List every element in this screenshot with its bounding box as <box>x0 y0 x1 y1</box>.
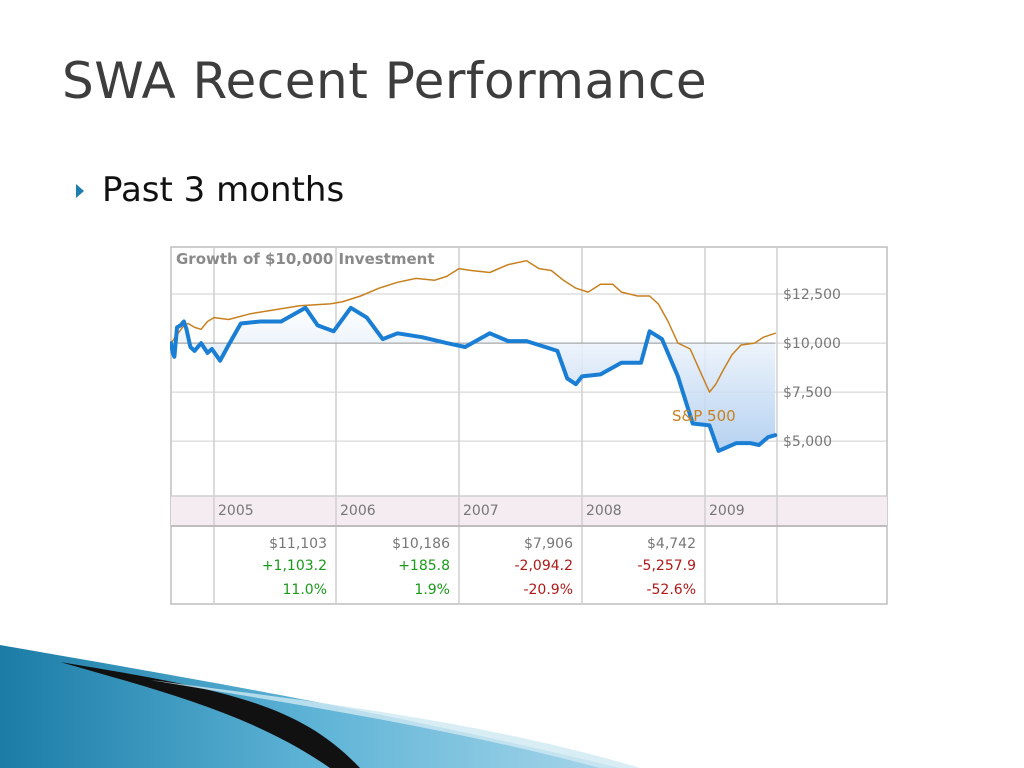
summary-change: -5,257.9 <box>638 558 697 574</box>
x-tick-label: 2005 <box>218 503 254 519</box>
decorative-wave-light <box>150 680 640 768</box>
bullet-arrow-icon <box>76 184 84 198</box>
bullet-text: Past 3 months <box>102 170 345 210</box>
series-line-swa <box>169 305 778 453</box>
y-tick-label: $12,500 <box>783 287 841 303</box>
year-band <box>171 496 887 526</box>
x-tick-label: 2009 <box>709 503 745 519</box>
summary-change: +1,103.2 <box>262 558 327 574</box>
y-tick-label: $10,000 <box>783 336 841 352</box>
summary-percent: 11.0% <box>283 582 327 598</box>
y-tick-label: $7,500 <box>783 385 832 401</box>
summary-percent: -52.6% <box>646 582 696 598</box>
chart-title: Growth of $10,000 Investment <box>176 250 435 268</box>
growth-chart: $12,500 $10,000 $7,500 $5,000 2005 2006 2007 20… <box>169 246 888 605</box>
summary-change: +185.8 <box>398 558 450 574</box>
summary-value: $4,742 <box>647 536 696 552</box>
summary-value: $7,906 <box>524 536 573 552</box>
x-tick-label: 2007 <box>463 503 499 519</box>
summary-value: $10,186 <box>392 536 450 552</box>
chart-container: $12,500 $10,000 $7,500 $5,000 2005 2006 2007 20… <box>169 246 888 606</box>
y-tick-label: $5,000 <box>783 434 832 450</box>
x-tick-label: 2006 <box>340 503 376 519</box>
summary-value: $11,103 <box>269 536 327 552</box>
decorative-wave-black <box>60 662 360 768</box>
series-area-fill <box>171 307 776 451</box>
summary-percent: -20.9% <box>523 582 573 598</box>
series-line-sp500 <box>170 259 776 393</box>
x-tick-label: 2008 <box>586 503 622 519</box>
slide-title: SWA Recent Performance <box>62 52 708 110</box>
bullet-item: Past 3 months <box>76 170 344 210</box>
series-label-sp500: S&P 500 <box>672 407 736 425</box>
summary-change: -2,094.2 <box>515 558 574 574</box>
summary-percent: 1.9% <box>414 582 450 598</box>
